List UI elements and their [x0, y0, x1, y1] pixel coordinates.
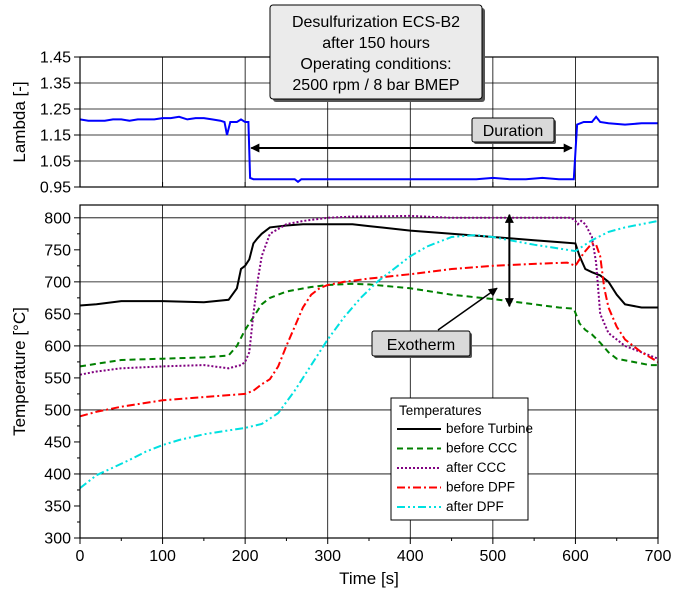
temperature-ytick-label: 650 [44, 306, 71, 323]
legend-entry: before CCC [446, 441, 518, 456]
temperature-series-line [79, 220, 659, 489]
temperature-series-line [79, 282, 658, 368]
temperature-xtick-label: 700 [645, 548, 672, 565]
legend-entry: before DPF [446, 480, 515, 495]
title-box [269, 4, 483, 100]
temperature-xtick-label: 600 [562, 548, 589, 565]
duration-label: Duration [483, 123, 543, 140]
title-line: Desulfurization ECS-B2 [292, 14, 460, 31]
legend-entry: after CCC [446, 460, 506, 475]
temperature-ytick-label: 400 [44, 466, 71, 483]
lambda-ytick-label: 0.95 [40, 180, 71, 197]
temperature-ytick-label: 300 [44, 531, 71, 548]
temperature-series-line [79, 214, 659, 376]
lambda-ytick-label: 1.25 [40, 102, 71, 119]
lambda-ytick-label: 1.45 [40, 50, 71, 67]
temperature-xtick-label: 300 [314, 548, 341, 565]
temperature-plot-area [80, 205, 658, 538]
lambda-ytick-label: 1.15 [40, 128, 71, 145]
lambda-y-axis-title: Lambda [-] [10, 81, 29, 162]
exotherm-pointer [437, 287, 498, 331]
temperature-xtick-label: 400 [397, 548, 424, 565]
lambda-ytick-label: 1.05 [40, 154, 71, 171]
temperature-ytick-label: 350 [44, 498, 71, 515]
temperature-x-axis-title: Time [s] [339, 569, 399, 588]
temperature-xtick-label: 200 [232, 548, 259, 565]
legend-entry: before Turbine [446, 421, 533, 436]
lambda-series-line [79, 115, 658, 184]
temperature-xtick-label: 0 [76, 548, 85, 565]
temperature-panel: 300 350 400 450 500 550 600 650 700 750 800 0 100 200… [10, 204, 672, 588]
temperature-ytick-label: 600 [44, 338, 71, 355]
temperature-ytick-label: 500 [44, 402, 71, 419]
title-line: after 150 hours [322, 35, 430, 52]
temperature-y-axis-title: Temperature [°C] [10, 307, 29, 436]
temperature-ytick-label: 800 [44, 210, 71, 227]
temperature-xtick-label: 500 [480, 548, 507, 565]
temperature-xtick-label: 100 [149, 548, 176, 565]
title-line: Operating conditions: [300, 56, 451, 73]
title-line: 2500 rpm / 8 bar BMEP [292, 77, 459, 94]
temperature-ytick-label: 750 [44, 242, 71, 259]
legend-title: Temperatures [399, 403, 482, 418]
temperature-ytick-label: 450 [44, 434, 71, 451]
exotherm-label: Exotherm [387, 337, 455, 354]
temperature-ytick-label: 550 [44, 370, 71, 387]
legend-box [390, 397, 529, 521]
lambda-panel: 0.95 1.05 1.15 1.25 1.35 1.45 Duration Lambda [… [10, 4, 659, 197]
temperature-ytick-label: 700 [44, 274, 71, 291]
temperature-series-line [79, 242, 659, 418]
legend-entry: after DPF [446, 499, 504, 514]
duration-label-box [471, 117, 555, 143]
exotherm-label-box [371, 330, 471, 357]
lambda-ytick-label: 1.35 [40, 76, 71, 93]
temperature-plot-frame [79, 204, 659, 539]
